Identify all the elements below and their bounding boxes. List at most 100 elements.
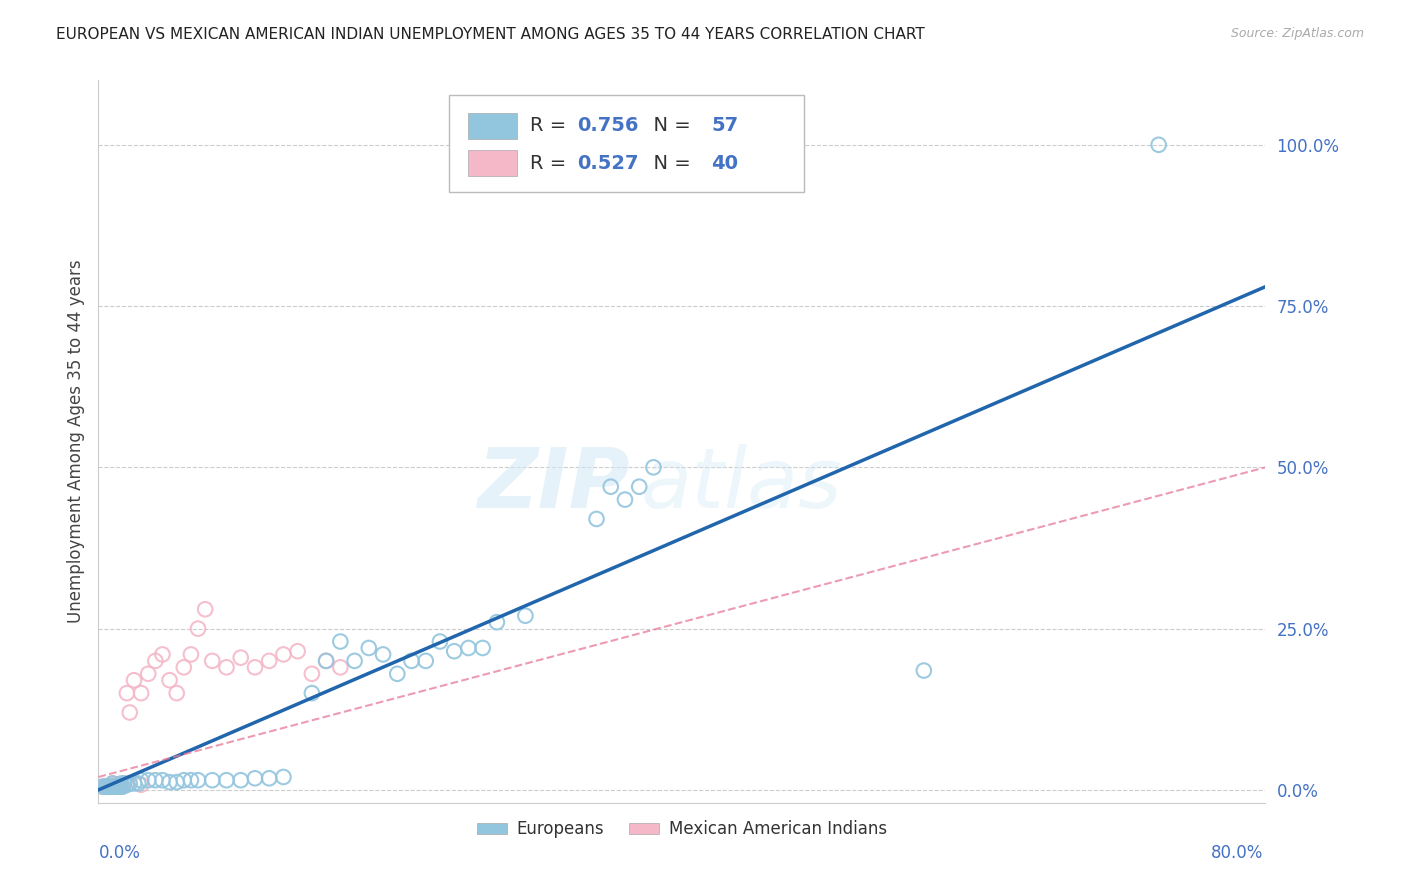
Point <box>143 773 166 788</box>
Point <box>201 773 224 788</box>
Point <box>94 780 117 794</box>
Point <box>215 660 238 674</box>
Point <box>110 780 132 794</box>
Point <box>443 644 465 658</box>
Point <box>180 773 202 788</box>
Point <box>194 602 217 616</box>
Point <box>243 660 266 674</box>
Point <box>628 480 651 494</box>
Text: ZIP: ZIP <box>477 444 630 525</box>
Point <box>107 778 129 792</box>
Point <box>273 648 295 662</box>
Point <box>122 673 145 688</box>
Point <box>357 640 380 655</box>
Point <box>100 780 122 794</box>
Point <box>401 654 423 668</box>
Point <box>101 780 124 794</box>
Point <box>201 654 224 668</box>
Point <box>180 648 202 662</box>
Point <box>159 775 181 789</box>
Point <box>257 772 280 786</box>
Point <box>471 640 494 655</box>
Point <box>287 644 309 658</box>
Point <box>515 608 537 623</box>
Point <box>107 780 129 794</box>
Point <box>315 654 337 668</box>
Text: N =: N = <box>641 153 697 173</box>
Point <box>111 780 134 794</box>
Point <box>371 648 394 662</box>
Point <box>96 780 118 794</box>
Point <box>105 780 128 794</box>
Text: atlas: atlas <box>641 444 842 525</box>
Text: EUROPEAN VS MEXICAN AMERICAN INDIAN UNEMPLOYMENT AMONG AGES 35 TO 44 YEARS CORRE: EUROPEAN VS MEXICAN AMERICAN INDIAN UNEM… <box>56 27 925 42</box>
Point <box>614 492 637 507</box>
Text: Source: ZipAtlas.com: Source: ZipAtlas.com <box>1230 27 1364 40</box>
Point <box>415 654 437 668</box>
Point <box>101 776 124 790</box>
Point <box>166 686 188 700</box>
Point <box>187 622 209 636</box>
Point <box>136 773 159 788</box>
Point <box>599 480 621 494</box>
Text: N =: N = <box>641 116 697 136</box>
Text: 0.756: 0.756 <box>576 116 638 136</box>
Point <box>101 780 124 794</box>
Point <box>129 686 152 700</box>
Point <box>98 780 121 794</box>
Point <box>129 773 152 788</box>
FancyBboxPatch shape <box>449 95 804 193</box>
Point <box>97 780 120 794</box>
Point <box>329 660 352 674</box>
Point <box>115 778 138 792</box>
Point <box>229 773 252 788</box>
Point <box>273 770 295 784</box>
Text: R =: R = <box>530 116 572 136</box>
Point <box>912 664 935 678</box>
Point <box>166 775 188 789</box>
Point <box>96 780 118 794</box>
Point <box>112 776 135 790</box>
Point <box>104 780 127 794</box>
Point <box>343 654 366 668</box>
Point <box>104 778 127 792</box>
Y-axis label: Unemployment Among Ages 35 to 44 years: Unemployment Among Ages 35 to 44 years <box>66 260 84 624</box>
Point <box>100 780 122 794</box>
Point <box>97 780 120 794</box>
Point <box>104 780 127 794</box>
Point <box>457 640 479 655</box>
Text: R =: R = <box>530 153 572 173</box>
Point <box>118 706 141 720</box>
Text: 0.527: 0.527 <box>576 153 638 173</box>
FancyBboxPatch shape <box>468 151 517 177</box>
Point <box>91 780 114 794</box>
Point <box>429 634 451 648</box>
Legend: Europeans, Mexican American Indians: Europeans, Mexican American Indians <box>470 814 894 845</box>
Point <box>173 660 195 674</box>
Point <box>129 778 152 792</box>
Point <box>585 512 607 526</box>
Point <box>105 780 128 794</box>
Text: 80.0%: 80.0% <box>1211 845 1263 863</box>
Point <box>115 686 138 700</box>
Point <box>152 648 174 662</box>
Point <box>301 666 323 681</box>
Text: 57: 57 <box>711 116 738 136</box>
FancyBboxPatch shape <box>468 112 517 139</box>
Point <box>136 666 159 681</box>
Point <box>91 780 114 794</box>
Point <box>115 778 138 792</box>
Point <box>143 654 166 668</box>
Point <box>485 615 508 630</box>
Point <box>159 673 181 688</box>
Point <box>103 780 125 794</box>
Point <box>215 773 238 788</box>
Point <box>118 776 141 790</box>
Point <box>101 776 124 790</box>
Point <box>122 776 145 790</box>
Point <box>301 686 323 700</box>
Point <box>173 773 195 788</box>
Point <box>108 780 131 794</box>
Text: 0.0%: 0.0% <box>98 845 141 863</box>
Point <box>108 780 131 794</box>
